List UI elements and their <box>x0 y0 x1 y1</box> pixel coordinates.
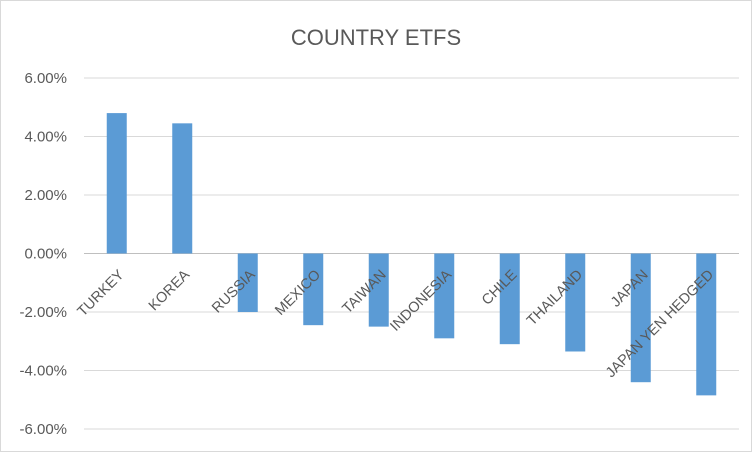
bar-russia <box>237 253 258 312</box>
bar-taiwan <box>368 253 389 327</box>
y-tick-label: -2.00% <box>19 304 67 321</box>
y-tick-label: 0.00% <box>24 246 67 263</box>
y-tick-label: 4.00% <box>24 129 67 146</box>
bar-japan <box>630 253 651 383</box>
chart-title: COUNTRY ETFS <box>291 25 461 50</box>
bar-korea <box>172 123 193 254</box>
x-tick-label: KOREA <box>146 267 193 314</box>
bar-indonesia <box>434 253 455 339</box>
bars <box>106 113 717 396</box>
bar-turkey <box>106 113 127 254</box>
y-tick-label: -6.00% <box>19 421 67 438</box>
y-tick-label: 6.00% <box>24 70 67 87</box>
y-tick-label: -4.00% <box>19 363 67 380</box>
bar-japan-yen-hedged <box>696 253 717 396</box>
y-tick-label: 2.00% <box>24 187 67 204</box>
gridlines <box>84 77 739 430</box>
bar-mexico <box>303 253 324 326</box>
y-axis-tick-labels: 6.00% 4.00% 2.00% 0.00% -2.00% -4.00% -6.00% <box>19 70 67 438</box>
bar-thailand <box>565 253 586 352</box>
bar-chile <box>499 253 520 345</box>
